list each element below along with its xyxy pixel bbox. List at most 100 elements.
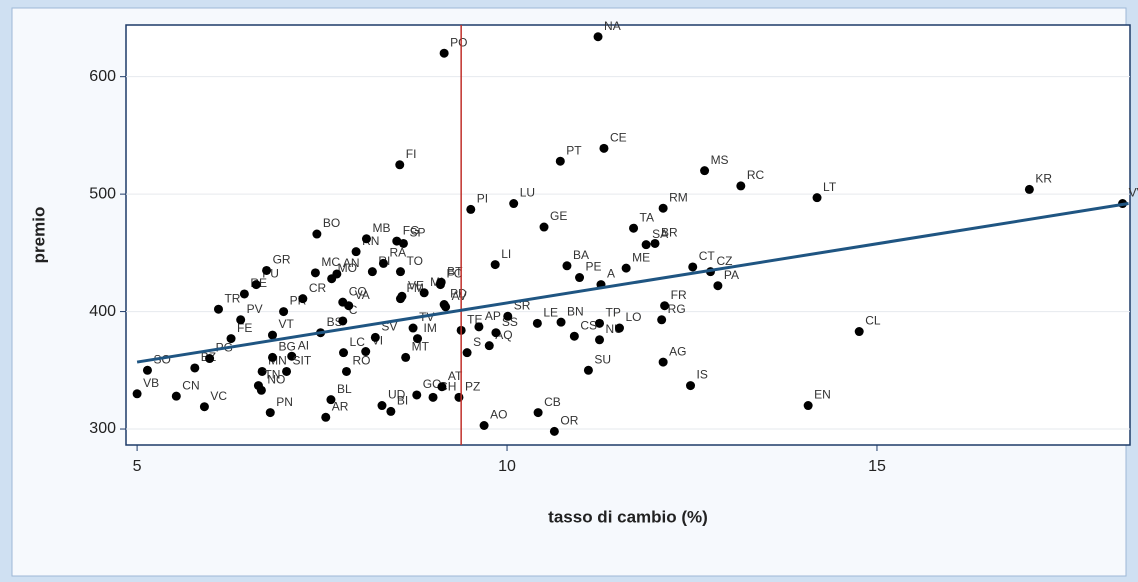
point bbox=[593, 32, 603, 42]
point bbox=[532, 318, 542, 328]
point bbox=[490, 260, 500, 270]
point bbox=[437, 382, 447, 392]
trend-line bbox=[136, 202, 1129, 364]
point bbox=[466, 204, 476, 214]
point bbox=[474, 322, 484, 332]
point-label: VT bbox=[278, 317, 294, 331]
point bbox=[395, 160, 405, 170]
point-label: PI bbox=[477, 192, 488, 206]
point bbox=[621, 263, 631, 273]
point bbox=[595, 318, 605, 328]
point bbox=[533, 408, 543, 418]
point bbox=[688, 262, 698, 272]
point bbox=[641, 240, 651, 250]
point bbox=[484, 341, 494, 351]
point-label: AT bbox=[448, 369, 463, 383]
point-label: RO bbox=[352, 354, 370, 368]
point bbox=[401, 352, 411, 362]
point-label: BR bbox=[661, 226, 678, 240]
point-label: NA bbox=[604, 19, 621, 33]
point bbox=[575, 273, 585, 283]
point-label: LC bbox=[350, 335, 366, 349]
point bbox=[454, 392, 464, 402]
point bbox=[599, 143, 609, 153]
point bbox=[650, 238, 660, 248]
point bbox=[419, 288, 429, 298]
point bbox=[386, 406, 396, 416]
point-label: SP bbox=[409, 226, 425, 240]
point-label: LO bbox=[625, 310, 641, 324]
point bbox=[257, 366, 267, 376]
point-label: CL bbox=[865, 314, 881, 328]
point bbox=[142, 365, 152, 375]
point bbox=[199, 402, 209, 412]
point bbox=[428, 392, 438, 402]
point-label: TA bbox=[640, 210, 654, 224]
point-label: PT bbox=[566, 143, 582, 157]
point-label: CZ bbox=[716, 254, 732, 268]
point bbox=[332, 269, 342, 279]
point-label: VC bbox=[210, 389, 227, 403]
point bbox=[190, 363, 200, 373]
point-label: PE bbox=[586, 260, 602, 274]
point-label: LU bbox=[520, 186, 535, 200]
point bbox=[239, 289, 249, 299]
point-label: AP bbox=[485, 309, 501, 323]
point-label: AR bbox=[332, 399, 349, 413]
point bbox=[361, 347, 371, 357]
point-label: CE bbox=[610, 130, 627, 144]
point-label: UD bbox=[388, 388, 406, 402]
point-label: CR bbox=[309, 281, 327, 295]
point-label: VB bbox=[143, 376, 159, 390]
point-label: PN bbox=[276, 395, 293, 409]
point bbox=[378, 258, 388, 268]
point-label: BS bbox=[327, 315, 343, 329]
point-label: MC bbox=[321, 255, 340, 269]
point-label: FR bbox=[671, 288, 687, 302]
point-label: TP bbox=[606, 305, 621, 319]
point-label: MO bbox=[338, 261, 357, 275]
point bbox=[657, 315, 667, 325]
point-label: CN bbox=[182, 378, 199, 392]
point-label: LE bbox=[543, 305, 558, 319]
point bbox=[267, 330, 277, 340]
point-label: CT bbox=[699, 249, 716, 263]
point-label: CB bbox=[544, 395, 561, 409]
point-label: MT bbox=[412, 340, 430, 354]
point bbox=[408, 323, 418, 333]
point bbox=[713, 281, 723, 291]
point bbox=[205, 354, 215, 364]
point bbox=[397, 291, 407, 301]
point-label: GE bbox=[550, 209, 567, 223]
point-label: CS bbox=[580, 318, 597, 332]
point bbox=[341, 366, 351, 376]
point-label: FI bbox=[406, 147, 417, 161]
point bbox=[555, 156, 565, 166]
point bbox=[279, 307, 289, 317]
point bbox=[614, 323, 624, 333]
point-label: FG bbox=[403, 223, 420, 237]
point-label: NO bbox=[267, 372, 285, 386]
point bbox=[441, 302, 451, 312]
point-label: PD bbox=[450, 287, 467, 301]
point-label: TO bbox=[406, 254, 422, 268]
point-label: RC bbox=[747, 168, 765, 182]
point-label: VA bbox=[355, 288, 370, 302]
point bbox=[338, 316, 348, 326]
point bbox=[658, 203, 668, 213]
point bbox=[413, 334, 423, 344]
point-label: LI bbox=[501, 247, 511, 261]
plot-area bbox=[125, 24, 1131, 446]
point bbox=[395, 267, 405, 277]
y-tick-label: 400 bbox=[89, 303, 116, 320]
point-label: SA bbox=[652, 227, 668, 241]
point bbox=[700, 166, 710, 176]
point bbox=[660, 301, 670, 311]
point bbox=[812, 193, 822, 203]
point-label: TN bbox=[264, 368, 280, 382]
point-label: SIT bbox=[293, 354, 312, 368]
point-label: ME bbox=[632, 250, 650, 264]
point-label: BL bbox=[337, 382, 352, 396]
point bbox=[629, 223, 639, 233]
point-label: RG bbox=[668, 302, 686, 316]
